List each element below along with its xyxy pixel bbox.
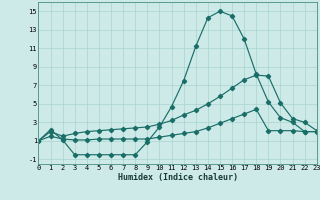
X-axis label: Humidex (Indice chaleur): Humidex (Indice chaleur) [118,173,238,182]
